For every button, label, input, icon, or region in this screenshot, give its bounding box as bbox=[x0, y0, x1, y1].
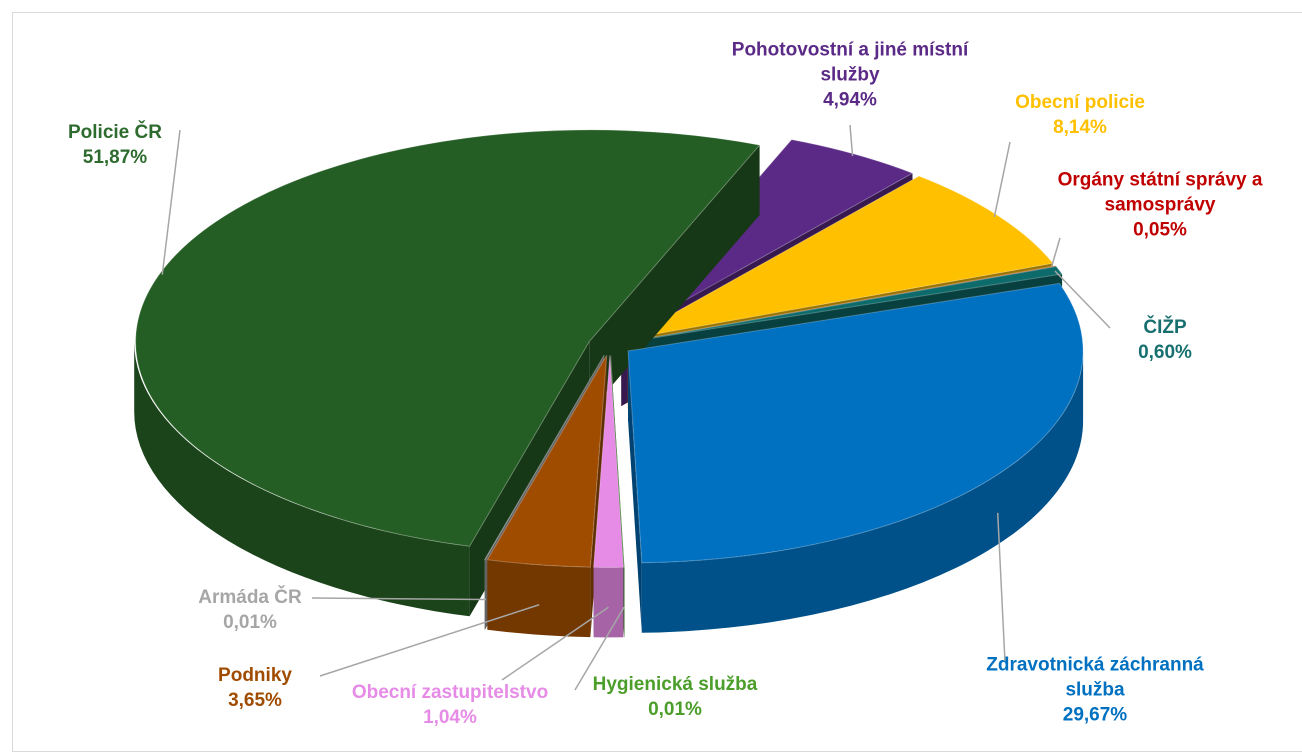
category-label: Obecní policie bbox=[980, 90, 1180, 115]
category-label: Armáda ČR bbox=[175, 585, 325, 610]
value-label: 51,87% bbox=[40, 145, 190, 170]
category-label: Zdravotnická záchranná služba bbox=[985, 653, 1205, 703]
value-label: 0,01% bbox=[175, 610, 325, 635]
category-label: ČIŽP bbox=[1105, 315, 1225, 340]
leader-line bbox=[850, 125, 853, 156]
slice-side bbox=[594, 567, 624, 637]
category-label: Podniky bbox=[180, 663, 330, 688]
value-label: 0,05% bbox=[1045, 218, 1275, 243]
leader-line bbox=[320, 605, 539, 676]
value-label: 1,04% bbox=[320, 705, 580, 730]
category-label: Obecní zastupitelstvo bbox=[320, 680, 580, 705]
category-label: Orgány státní správy a samosprávy bbox=[1045, 168, 1275, 218]
value-label: 0,60% bbox=[1105, 340, 1225, 365]
value-label: 3,65% bbox=[180, 688, 330, 713]
value-label: 4,94% bbox=[725, 88, 975, 113]
category-label: Hygienická služba bbox=[565, 672, 785, 697]
value-label: 0,01% bbox=[565, 697, 785, 722]
leader-line bbox=[994, 142, 1010, 217]
slice-side bbox=[487, 560, 590, 637]
value-label: 8,14% bbox=[980, 115, 1180, 140]
category-label: Policie ČR bbox=[40, 120, 190, 145]
category-label: Pohotovostní a jiné místní služby bbox=[725, 38, 975, 88]
value-label: 29,67% bbox=[985, 703, 1205, 728]
